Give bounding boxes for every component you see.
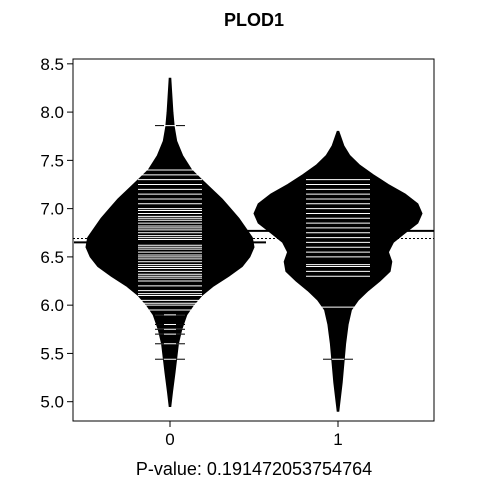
plot-area: [73, 77, 434, 412]
y-tick-label: 8.0: [40, 103, 64, 122]
bean-group-0: [74, 77, 266, 407]
y-tick-label: 7.0: [40, 200, 64, 219]
x-tick-label: 1: [333, 430, 342, 449]
x-tick-label: 0: [165, 430, 174, 449]
y-tick-label: 5.5: [40, 344, 64, 363]
plot-frame: [72, 58, 435, 422]
y-tick-label: 8.5: [40, 55, 64, 74]
axes: 5.0 5.5 6.0 6.5 7.0 7.5 8.0 8.5 0 1: [40, 55, 342, 449]
p-value-label: P-value: 0.191472053754764: [136, 459, 372, 479]
y-tick-label: 5.0: [40, 393, 64, 412]
y-tick-label: 6.0: [40, 296, 64, 315]
y-tick-label: 6.5: [40, 248, 64, 267]
bean-group-1: [242, 130, 434, 412]
chart-title: PLOD1: [224, 10, 284, 30]
y-tick-label: 7.5: [40, 151, 64, 170]
